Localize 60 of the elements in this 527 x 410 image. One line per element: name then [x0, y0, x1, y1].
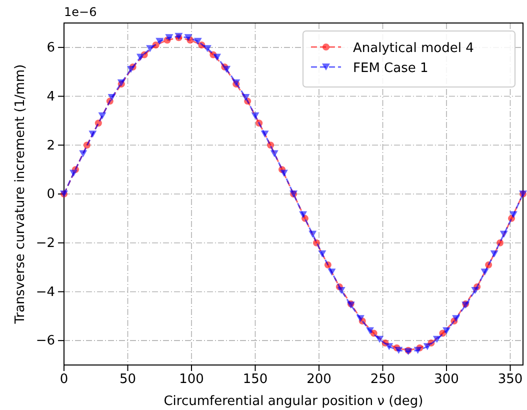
point [299, 211, 308, 218]
point [328, 268, 336, 276]
y-tick-label: 0 [46, 187, 55, 202]
point [308, 230, 317, 238]
point [337, 286, 346, 294]
point [490, 250, 498, 258]
point [108, 94, 116, 102]
point [442, 327, 450, 334]
point [165, 34, 174, 42]
point [260, 130, 269, 138]
point [356, 315, 364, 322]
point [98, 112, 106, 120]
x-tick-label: 100 [179, 372, 204, 388]
point [280, 170, 288, 177]
point [509, 211, 518, 218]
point [423, 343, 432, 350]
point [184, 34, 192, 42]
point [88, 130, 97, 138]
y-tick-label: 4 [46, 89, 55, 104]
x-tick-label: 350 [498, 372, 523, 388]
point [203, 45, 212, 52]
point [251, 112, 260, 120]
point [471, 286, 480, 294]
point [242, 94, 250, 102]
x-axis-title: Circumferential angular position ν (deg) [164, 394, 424, 409]
point [376, 336, 384, 343]
point [126, 66, 135, 73]
text: 1e−6 [64, 5, 97, 19]
point [222, 66, 231, 73]
y-axis-title: Transverse curvature increment (1/mm) [13, 64, 28, 325]
point [394, 346, 403, 354]
point [213, 54, 221, 61]
point [480, 268, 489, 276]
y-tick-label: −2 [36, 236, 55, 252]
point [270, 150, 278, 158]
point [146, 45, 154, 52]
legend-label: FEM Case 1 [353, 61, 428, 76]
point [318, 250, 326, 258]
y-tick-label: 2 [46, 138, 55, 154]
point [70, 170, 78, 177]
point [136, 54, 144, 61]
point [366, 327, 374, 334]
y-tick-label: −6 [36, 334, 55, 349]
point [414, 346, 422, 354]
point [432, 336, 441, 343]
x-tick-label: 0 [60, 372, 68, 388]
point [500, 230, 508, 238]
point [79, 150, 88, 158]
point [385, 343, 394, 350]
x-tick-label: 50 [119, 372, 136, 388]
x-tick-label: 300 [434, 372, 459, 388]
y-tick-label: 6 [46, 40, 55, 56]
point [194, 38, 202, 45]
x-tick-label: 200 [306, 372, 332, 388]
point [156, 38, 164, 45]
point [452, 315, 460, 322]
y-tick-label: −4 [36, 284, 55, 300]
x-tick-label: 150 [242, 372, 268, 388]
legend-label: Analytical model 4 [353, 41, 474, 56]
x-tick-label: 250 [370, 372, 396, 388]
